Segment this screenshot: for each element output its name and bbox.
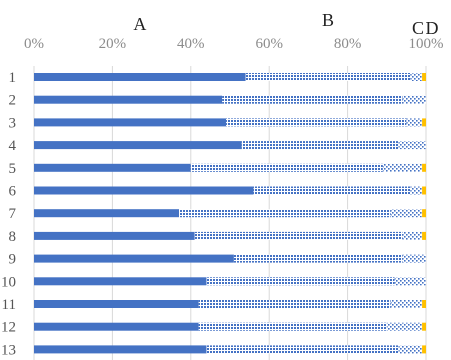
y-category-label: 8 — [9, 229, 17, 245]
bar-segment-D-13 — [422, 345, 426, 354]
bar-segment-C-4 — [398, 141, 426, 150]
x-tick-label: 40% — [177, 36, 205, 52]
bar-segment-B-5 — [190, 163, 383, 172]
x-tick-label: 60% — [255, 36, 283, 52]
bar-segment-A-8 — [34, 231, 195, 240]
bar-segment-B-12 — [198, 322, 387, 331]
bar-segment-C-10 — [394, 277, 426, 286]
y-category-label: 6 — [9, 184, 17, 200]
bar-segment-A-13 — [34, 345, 207, 354]
y-category-label: 10 — [1, 274, 16, 290]
bar-segment-C-11 — [390, 300, 423, 308]
bar-segment-B-6 — [253, 186, 411, 195]
bar-segment-B-1 — [245, 73, 411, 81]
bars — [34, 73, 426, 354]
bar-segment-A-10 — [34, 277, 207, 286]
y-category-label: 1 — [9, 70, 17, 86]
bar-segment-B-4 — [241, 141, 399, 150]
y-category-label: 5 — [9, 161, 17, 177]
y-category-label: 4 — [9, 138, 17, 154]
bar-segment-C-8 — [402, 231, 423, 240]
bar-segment-A-9 — [34, 254, 234, 263]
bar-segment-C-6 — [410, 186, 423, 195]
bar-segment-C-1 — [410, 73, 423, 81]
y-category-label: 2 — [9, 93, 17, 109]
bar-segment-B-10 — [206, 277, 395, 286]
bar-segment-C-9 — [402, 254, 426, 263]
bar-segment-C-2 — [402, 95, 426, 104]
bar-segment-B-2 — [222, 95, 403, 104]
bar-segment-D-7 — [422, 209, 426, 218]
bar-segment-B-7 — [179, 209, 391, 218]
bar-segment-C-3 — [406, 118, 423, 127]
y-category-label: 3 — [9, 115, 17, 131]
bar-segment-A-6 — [34, 186, 254, 195]
bar-segment-D-6 — [422, 186, 426, 195]
bar-segment-A-3 — [34, 118, 227, 127]
bar-segment-C-12 — [386, 322, 423, 331]
y-category-label: 13 — [1, 342, 16, 358]
y-category-label: 7 — [9, 206, 17, 222]
bar-segment-B-8 — [194, 231, 403, 240]
bar-segment-B-3 — [226, 118, 407, 127]
x-axis-tick-labels: 0% 20% 40% 60% 80% 100% — [24, 36, 444, 52]
bar-segment-D-5 — [422, 163, 426, 172]
bar-segment-D-8 — [422, 231, 426, 240]
bar-segment-B-9 — [233, 254, 403, 263]
x-tick-label: 80% — [334, 36, 362, 52]
bar-segment-B-13 — [206, 345, 399, 354]
bar-segment-A-1 — [34, 73, 246, 81]
bar-segment-D-3 — [422, 118, 426, 127]
bar-segment-A-7 — [34, 209, 180, 218]
series-label-B: B — [322, 10, 334, 30]
bar-segment-A-12 — [34, 322, 199, 331]
x-tick-label: 20% — [99, 36, 127, 52]
series-label-D: D — [426, 18, 439, 38]
y-category-label: 11 — [2, 297, 16, 313]
bar-segment-D-1 — [422, 73, 426, 81]
bar-segment-C-13 — [398, 345, 423, 354]
bar-segment-D-12 — [422, 322, 426, 331]
bar-segment-D-11 — [422, 300, 426, 308]
series-label-C: C — [412, 18, 424, 38]
bar-segment-C-5 — [382, 163, 423, 172]
y-category-label: 9 — [9, 252, 17, 268]
bar-segment-A-2 — [34, 95, 223, 104]
bar-segment-A-11 — [34, 300, 199, 308]
bar-segment-A-4 — [34, 141, 242, 150]
bar-segment-A-5 — [34, 163, 191, 172]
x-tick-label: 0% — [24, 36, 44, 52]
x-tick-label: 100% — [409, 36, 444, 52]
y-category-label: 12 — [1, 320, 16, 336]
bar-segment-B-11 — [198, 300, 391, 308]
series-label-A: A — [133, 14, 146, 34]
bar-segment-C-7 — [390, 209, 423, 218]
